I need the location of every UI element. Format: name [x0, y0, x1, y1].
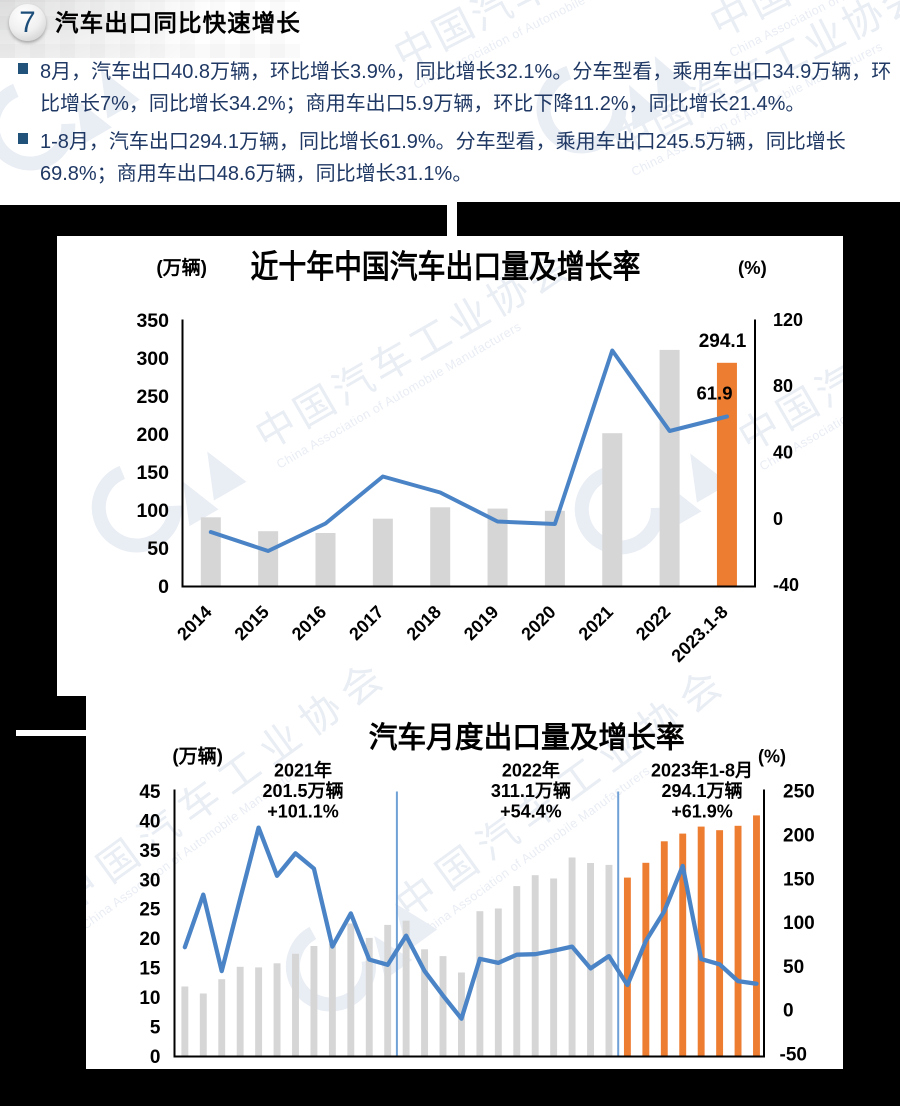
svg-text:150: 150 [783, 869, 815, 890]
svg-text:(万辆): (万辆) [172, 744, 223, 767]
svg-text:近十年中国汽车出口量及增长率: 近十年中国汽车出口量及增长率 [251, 249, 641, 285]
svg-text:2022: 2022 [632, 602, 674, 644]
svg-text:250: 250 [136, 386, 169, 408]
svg-text:2015: 2015 [231, 602, 273, 644]
svg-text:300: 300 [136, 348, 169, 370]
svg-text:25: 25 [139, 899, 161, 920]
svg-text:120: 120 [773, 310, 803, 330]
svg-text:80: 80 [773, 376, 793, 396]
svg-text:35: 35 [139, 840, 161, 861]
svg-text:294.1: 294.1 [699, 331, 747, 352]
svg-text:+101.1%: +101.1% [267, 801, 339, 821]
svg-text:201.5万辆: 201.5万辆 [262, 780, 343, 801]
svg-text:-50: -50 [780, 1044, 807, 1065]
svg-text:100: 100 [136, 500, 169, 522]
svg-text:2021年: 2021年 [274, 759, 332, 780]
svg-text:2023.1-8: 2023.1-8 [667, 602, 731, 666]
svg-text:2023年1-8月: 2023年1-8月 [651, 759, 753, 780]
svg-text:0: 0 [150, 1046, 161, 1067]
svg-text:294.1万辆: 294.1万辆 [661, 780, 742, 801]
svg-text:30: 30 [139, 870, 160, 891]
svg-text:2014: 2014 [173, 602, 215, 644]
svg-text:2019: 2019 [460, 602, 502, 644]
svg-text:45: 45 [139, 782, 161, 803]
svg-text:200: 200 [136, 424, 169, 446]
svg-text:50: 50 [147, 538, 169, 560]
svg-text:+54.4%: +54.4% [500, 801, 562, 821]
svg-text:2017: 2017 [345, 602, 387, 644]
svg-text:2020: 2020 [517, 602, 559, 644]
svg-text:200: 200 [783, 825, 815, 846]
svg-text:-40: -40 [773, 575, 799, 595]
svg-text:+61.9%: +61.9% [671, 801, 733, 821]
svg-text:(万辆): (万辆) [156, 256, 207, 279]
svg-text:(%): (%) [758, 746, 786, 766]
svg-text:40: 40 [773, 443, 793, 463]
svg-text:100: 100 [783, 913, 815, 934]
svg-text:50: 50 [783, 956, 804, 977]
svg-text:汽车月度出口量及增长率: 汽车月度出口量及增长率 [369, 720, 685, 754]
svg-text:15: 15 [139, 958, 161, 979]
svg-text:2022年: 2022年 [502, 759, 560, 780]
svg-text:311.1万辆: 311.1万辆 [491, 780, 571, 801]
svg-text:250: 250 [783, 781, 815, 802]
svg-text:(%): (%) [738, 257, 767, 278]
svg-text:2018: 2018 [403, 602, 445, 644]
svg-text:2016: 2016 [288, 602, 330, 644]
svg-text:0: 0 [783, 1000, 794, 1021]
svg-text:40: 40 [139, 811, 160, 832]
svg-text:0: 0 [773, 509, 783, 529]
svg-text:350: 350 [136, 310, 169, 332]
svg-text:0: 0 [158, 576, 169, 598]
svg-text:61.9: 61.9 [696, 383, 732, 404]
svg-text:10: 10 [139, 988, 160, 1009]
svg-text:150: 150 [136, 462, 169, 484]
svg-text:2021: 2021 [575, 602, 617, 644]
svg-text:5: 5 [150, 1017, 161, 1038]
svg-text:20: 20 [139, 929, 160, 950]
